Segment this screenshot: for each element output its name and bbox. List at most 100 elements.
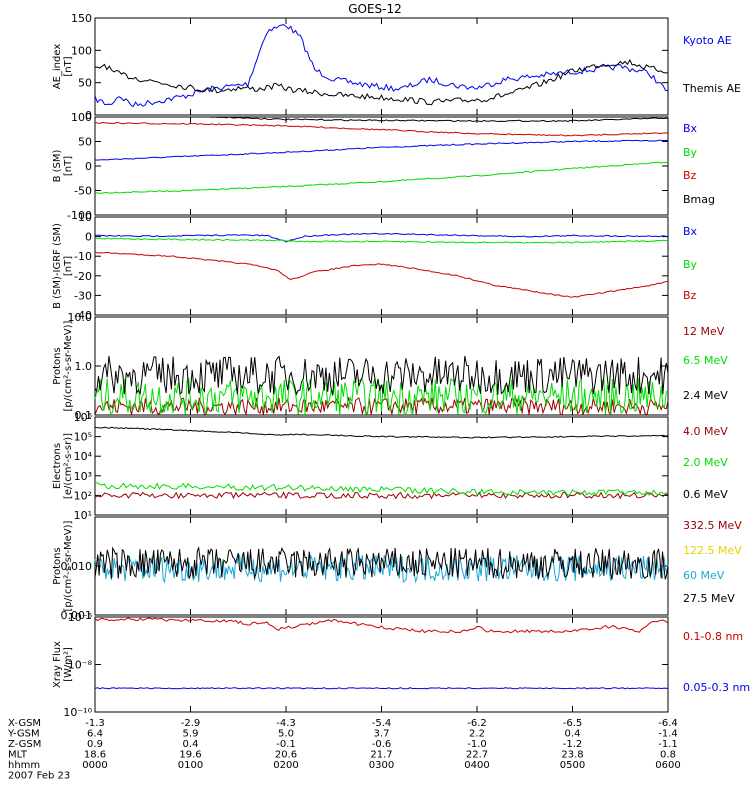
footer-value: 0400 (464, 760, 489, 771)
y-axis-label: Xray Flux (52, 641, 63, 688)
footer-value: -0.1 (276, 739, 296, 750)
series-line (94, 139, 669, 161)
y-tick-label: 0 (85, 109, 92, 122)
series-line (94, 491, 668, 500)
y-tick-label: 150 (71, 12, 92, 25)
panel-7: 10⁻¹⁰ 10⁻⁸ 10⁻⁶ Xray Flux [W/m²] 0.1-0.8 nm 0.… (52, 611, 750, 719)
y-tick-label: 0 (85, 231, 92, 244)
y-tick-label: 0 (85, 160, 92, 173)
y-tick-label: -30 (74, 289, 92, 302)
panel-frame (94, 216, 669, 316)
legend-entry: 27.5 MeV (683, 592, 735, 605)
series-line (94, 237, 669, 244)
footer-value: -5.4 (372, 718, 392, 729)
footer-row-label: Z-GSM (8, 739, 41, 750)
footer-value: 0100 (178, 760, 203, 771)
footer-value: 18.6 (84, 750, 106, 761)
y-tick-label: 1.0 (75, 360, 93, 373)
y-tick-label: 100 (71, 44, 92, 57)
y-tick-label: -20 (74, 270, 92, 283)
footer-value: -0.6 (372, 739, 392, 750)
footer-value: 6.4 (87, 729, 103, 740)
footer-value: -1.3 (85, 718, 105, 729)
series-line (94, 251, 669, 298)
footer-value: -6.5 (563, 718, 583, 729)
y-tick-label: 10 (78, 211, 92, 224)
series-line (94, 376, 669, 416)
footer-value: -1.2 (563, 739, 583, 750)
y-tick-label: 0.1 (75, 409, 93, 422)
y-tick-label: 50 (78, 77, 92, 90)
legend-entry: 122.5 MeV (683, 544, 742, 557)
y-axis-label: [p/(cm²-s-sr-MeV)] (63, 520, 74, 611)
y-axis-label: Protons (52, 347, 63, 384)
legend-entry: 2.4 MeV (683, 389, 728, 402)
panel-5: 10¹ 10² 10³ 10⁴ 10⁵ 10⁶ Electrons [e/(cm²-s-sr)… (52, 411, 728, 522)
y-axis-label: Protons (52, 547, 63, 584)
series-line (94, 24, 669, 108)
y-axis-label: AE_index (52, 44, 63, 90)
y-tick-label: 0.001 (61, 609, 93, 622)
y-tick-label: -100 (67, 209, 92, 222)
footer-value: 0.8 (660, 750, 676, 761)
footer-row-label: X-GSM (8, 718, 41, 729)
y-axis-label: Electrons (52, 443, 63, 489)
y-tick-label: 100 (71, 111, 92, 124)
footer-row-label: hhmm (8, 760, 40, 771)
series-line (94, 546, 669, 580)
y-axis-label: [W/m²] (63, 647, 74, 682)
footer-value: -6.4 (658, 718, 678, 729)
footer-ephemeris: X-GSM -1.3 -2.9 -4.3 -5.4 -6.2 -6.5 -6.4 Y-GSM 6.… (7, 718, 681, 782)
y-axis-label: B (SM) (52, 149, 63, 182)
legend-entry: 0.1-0.8 nm (683, 630, 743, 643)
series-line (94, 161, 669, 194)
legend-entry: Themis AE (682, 82, 741, 95)
y-tick-label: 10¹ (74, 509, 92, 522)
legend-entry: Bz (683, 289, 697, 302)
footer-value: 3.7 (374, 729, 390, 740)
footer-value: 22.7 (466, 750, 488, 761)
y-tick-label: -10 (74, 250, 92, 263)
legend-entry: Bx (683, 225, 698, 238)
legend-entry: 0.05-0.3 nm (683, 681, 750, 694)
y-tick-label: 50 (78, 136, 92, 149)
y-tick-label: 10⁻¹⁰ (63, 706, 92, 719)
footer-value: 5.0 (278, 729, 294, 740)
footer-row-label: MLT (8, 750, 28, 761)
y-tick-label: 10³ (74, 470, 92, 483)
footer-value: 0.9 (87, 739, 103, 750)
panel-frame (94, 616, 669, 713)
panel-1: 0 50 100 150 AE_index [nT] Kyoto AE Themis AE (52, 12, 741, 122)
legend-entry: 12 MeV (683, 325, 725, 338)
series-line (94, 396, 669, 417)
legend-entry: 2.0 MeV (683, 456, 728, 469)
footer-value: 0000 (82, 760, 107, 771)
footer-value: -1.4 (658, 729, 678, 740)
legend-entry: 6.5 MeV (683, 354, 728, 367)
legend-entry: 60 MeV (683, 569, 725, 582)
series-line (94, 426, 669, 439)
y-tick-label: 10⁻⁸ (68, 659, 93, 672)
series-line (94, 355, 669, 396)
series-line (94, 482, 669, 496)
footer-date: 2007 Feb 23 (8, 771, 70, 782)
y-tick-label: -50 (74, 185, 92, 198)
series-line (95, 116, 669, 123)
series-line (94, 617, 669, 634)
y-axis-label: [e/(cm²-s-sr)] (63, 433, 74, 499)
y-tick-label: 10.0 (68, 311, 93, 324)
series-line (94, 232, 669, 243)
footer-value: 0200 (273, 760, 298, 771)
series-line (94, 687, 669, 690)
footer-value: 2.2 (469, 729, 485, 740)
y-tick-label: 10⁻⁶ (68, 611, 93, 624)
footer-value: 23.8 (561, 750, 583, 761)
series-line (94, 58, 668, 106)
y-axis-label: [nT] (63, 256, 74, 276)
y-tick-label: 10⁶ (74, 411, 93, 424)
y-tick-label: 10⁵ (74, 431, 92, 444)
